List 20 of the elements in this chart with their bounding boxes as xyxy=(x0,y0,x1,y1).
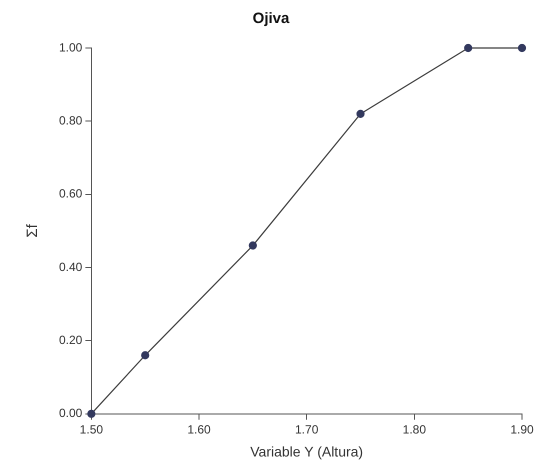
x-tick-label: 1.50 xyxy=(80,422,104,436)
x-axis-title: Variable Y (Altura) xyxy=(250,443,364,460)
point xyxy=(464,44,472,52)
point xyxy=(87,410,96,418)
point xyxy=(356,110,365,118)
y-tick-label: 0.40 xyxy=(58,260,83,274)
y-tick-label: 0.20 xyxy=(58,332,83,347)
point xyxy=(248,241,257,250)
x-tick-label: 1.60 xyxy=(187,422,212,436)
x-tick-label: 1.80 xyxy=(402,422,426,436)
point xyxy=(518,44,526,52)
point xyxy=(141,351,150,360)
chart-title: Ojiva xyxy=(252,10,290,28)
y-axis-title: Σf xyxy=(24,223,42,238)
y-tick-label: 1.00 xyxy=(58,40,83,54)
y-tick-label: 0.80 xyxy=(58,113,83,128)
y-tick-label: 0.60 xyxy=(58,186,83,201)
y-tick-label: 0.00 xyxy=(58,406,83,420)
x-tick-label: 1.70 xyxy=(295,422,319,436)
x-tick-label: 1.90 xyxy=(510,422,534,436)
